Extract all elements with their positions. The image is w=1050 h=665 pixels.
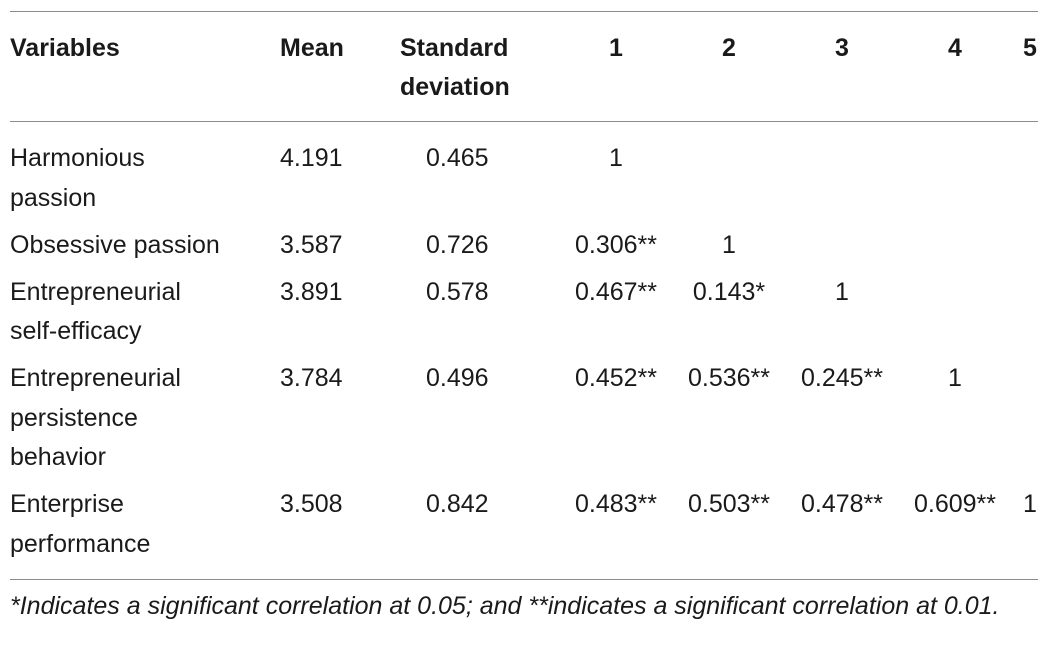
- row1-label-line1: Harmonious: [10, 144, 145, 172]
- row4-col4: 1: [948, 364, 962, 392]
- header-sd-line1: Standard: [400, 34, 509, 62]
- row1-mean: 4.191: [280, 144, 343, 172]
- bottom-rule: [10, 579, 1038, 580]
- row2-col1: 0.306**: [574, 231, 658, 259]
- row5-label-line1: Enterprise: [10, 490, 124, 518]
- row2-col2: 1: [722, 231, 736, 259]
- header-variables: Variables: [10, 34, 120, 62]
- row5-col4: 0.609**: [913, 490, 997, 518]
- row4-sd: 0.496: [426, 364, 489, 392]
- row4-col2: 0.536**: [687, 364, 771, 392]
- row3-col1: 0.467**: [574, 278, 658, 306]
- row4-label-line1: Entrepreneurial: [10, 364, 181, 392]
- header-mean: Mean: [280, 34, 344, 62]
- row3-label-line2: self-efficacy: [10, 317, 142, 345]
- header-col-4: 4: [948, 34, 962, 62]
- row2-label-line1: Obsessive passion: [10, 231, 220, 259]
- row1-label-line2: passion: [10, 184, 97, 212]
- row3-col2: 0.143*: [692, 278, 766, 306]
- row5-col3: 0.478**: [800, 490, 884, 518]
- header-sd-line2: deviation: [400, 73, 510, 101]
- row5-sd: 0.842: [426, 490, 489, 518]
- top-rule: [10, 11, 1038, 12]
- row4-mean: 3.784: [280, 364, 343, 392]
- row4-col1: 0.452**: [574, 364, 658, 392]
- row3-label-line1: Entrepreneurial: [10, 278, 181, 306]
- header-col-1: 1: [609, 34, 623, 62]
- row3-mean: 3.891: [280, 278, 343, 306]
- row5-label-line2: performance: [10, 530, 151, 558]
- row1-col1: 1: [609, 144, 623, 172]
- row2-mean: 3.587: [280, 231, 343, 259]
- row3-col3: 1: [835, 278, 849, 306]
- row1-sd: 0.465: [426, 144, 489, 172]
- header-rule: [10, 121, 1038, 122]
- header-col-2: 2: [722, 34, 736, 62]
- table-footnote: *Indicates a significant correlation at …: [10, 592, 1000, 620]
- row5-col1: 0.483**: [574, 490, 658, 518]
- row3-sd: 0.578: [426, 278, 489, 306]
- header-col-5: 5: [1023, 34, 1037, 62]
- row5-mean: 3.508: [280, 490, 343, 518]
- row5-col2: 0.503**: [687, 490, 771, 518]
- row4-label-line3: behavior: [10, 443, 106, 471]
- row4-label-line2: persistence: [10, 404, 138, 432]
- header-col-3: 3: [835, 34, 849, 62]
- row4-col3: 0.245**: [800, 364, 884, 392]
- row5-col5: 1: [1023, 490, 1037, 518]
- row2-sd: 0.726: [426, 231, 489, 259]
